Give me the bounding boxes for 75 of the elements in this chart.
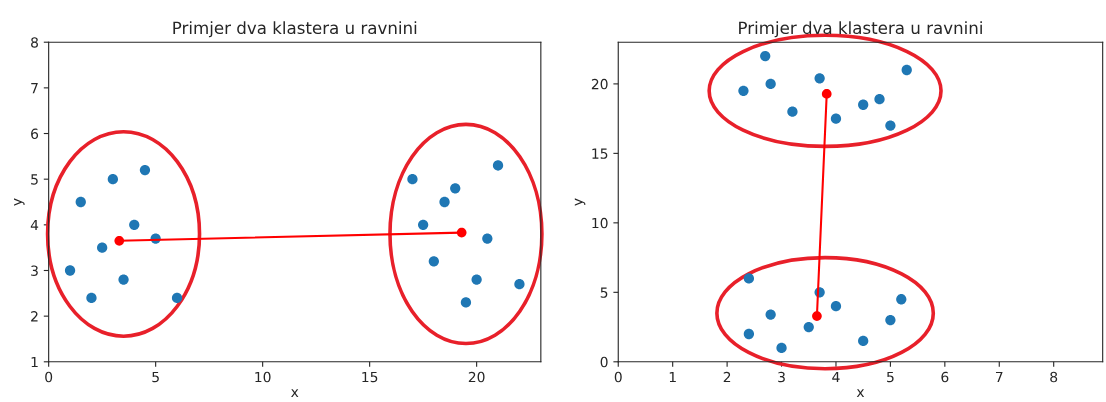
x-tick-label: 0 [45, 371, 53, 383]
x-tick-label: 3 [778, 371, 785, 383]
point [830, 301, 842, 312]
x-axis-title: x [291, 389, 299, 397]
point [118, 274, 129, 285]
x-tick-label: 5 [152, 371, 159, 383]
y-tick-label: 20 [591, 78, 608, 90]
point [858, 99, 869, 110]
x-tick-label: 2 [723, 371, 731, 383]
point [821, 89, 832, 99]
point [97, 242, 108, 253]
point [450, 183, 461, 194]
y-tick-label: 1 [31, 356, 38, 368]
x-tick-label: 4 [832, 371, 840, 383]
point [830, 113, 842, 124]
point [787, 106, 798, 117]
point [765, 78, 776, 90]
point [482, 233, 493, 244]
point [760, 50, 771, 62]
y-tick-label: 0 [600, 356, 608, 368]
point [428, 256, 439, 267]
y-tick-label: 15 [592, 148, 608, 159]
point [456, 227, 467, 238]
point [471, 274, 482, 285]
point [129, 219, 140, 230]
point [417, 219, 429, 230]
y-tick-label: 7 [31, 83, 38, 94]
y-tick-label: 5 [600, 287, 608, 298]
point [885, 120, 896, 131]
x-axis-title: x [856, 389, 865, 397]
y-tick-label: 2 [31, 311, 38, 322]
point [743, 273, 755, 284]
point [901, 64, 912, 76]
y-tick-label: 3 [31, 265, 38, 276]
y-tick-label: 4 [30, 219, 39, 231]
x-tick-label: 5 [887, 371, 894, 383]
point [814, 73, 825, 84]
point [460, 297, 472, 308]
point [407, 174, 418, 185]
point [139, 164, 151, 176]
point [86, 292, 97, 304]
point [64, 265, 76, 276]
y-tick-label: 8 [31, 37, 38, 48]
y-tick-label: 5 [31, 174, 38, 185]
x-tick-label: 8 [1050, 371, 1058, 383]
chart-title: Primjer dva klastera u ravnini [173, 21, 417, 38]
point [858, 335, 869, 347]
x-tick-label: 1 [669, 371, 676, 383]
y-axis-title: y [14, 198, 25, 206]
point [114, 235, 125, 246]
point [514, 279, 525, 290]
point [171, 292, 183, 304]
point [738, 85, 749, 96]
x-tick-label: 6 [941, 371, 949, 383]
point [107, 174, 119, 185]
point [803, 321, 814, 333]
x-tick-label: 15 [362, 371, 378, 383]
x-tick-label: 0 [614, 371, 622, 383]
point [812, 311, 822, 321]
y-axis-title: y [574, 198, 586, 206]
x-tick-label: 20 [468, 371, 485, 383]
point [896, 294, 907, 305]
x-tick-label: 7 [995, 371, 1003, 383]
y-tick-label: 10 [592, 217, 608, 229]
point [492, 160, 504, 171]
point [765, 309, 776, 320]
point [885, 314, 896, 326]
point [743, 328, 755, 340]
chart-title: Primjer dva klastera u ravnini [739, 21, 982, 38]
x-tick-label: 10 [255, 371, 271, 383]
point [874, 94, 885, 105]
point [75, 196, 86, 208]
point [776, 342, 787, 354]
point [439, 196, 450, 208]
y-tick-label: 6 [31, 128, 39, 139]
